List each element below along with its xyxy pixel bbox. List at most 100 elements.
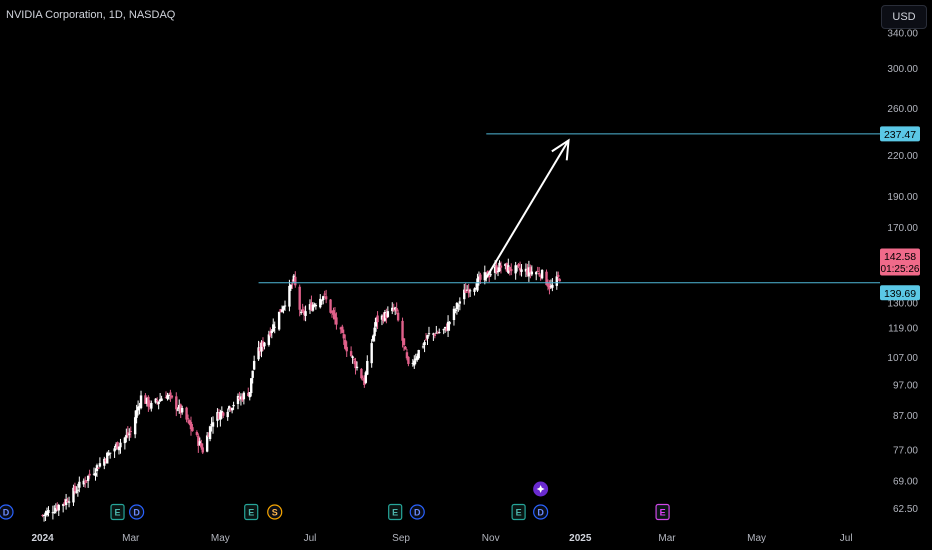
candle-body bbox=[294, 276, 297, 286]
candle bbox=[216, 408, 219, 428]
candle-body bbox=[125, 434, 128, 438]
candle bbox=[322, 295, 325, 305]
candle bbox=[329, 299, 332, 314]
candle-body bbox=[61, 504, 65, 506]
candle-body bbox=[526, 269, 529, 275]
candle bbox=[51, 505, 55, 520]
candle-body bbox=[197, 435, 200, 446]
candle bbox=[97, 467, 100, 469]
candle-body bbox=[495, 265, 498, 273]
candle-body bbox=[241, 396, 244, 401]
candle-body bbox=[446, 321, 450, 331]
candle-body bbox=[540, 269, 544, 279]
dividend-marker: D bbox=[129, 504, 145, 520]
candle bbox=[53, 505, 56, 514]
candle bbox=[396, 309, 400, 322]
candle-body bbox=[476, 278, 479, 291]
candle bbox=[179, 403, 182, 418]
candle-body bbox=[185, 407, 188, 420]
candle bbox=[402, 338, 406, 351]
sparkle-icon bbox=[536, 485, 545, 493]
candle-body bbox=[524, 268, 528, 272]
candle-body bbox=[514, 265, 517, 274]
candle-body bbox=[413, 360, 416, 366]
candle-body bbox=[157, 401, 160, 405]
candle-body bbox=[411, 362, 415, 364]
candle bbox=[371, 334, 375, 343]
candle-body bbox=[349, 351, 353, 357]
candle bbox=[67, 496, 71, 508]
candle bbox=[61, 503, 65, 513]
candle-body bbox=[339, 327, 343, 330]
candle bbox=[530, 265, 534, 277]
currency-button[interactable]: USD bbox=[881, 5, 927, 29]
marker-letter: D bbox=[414, 508, 421, 518]
candle-body bbox=[310, 302, 313, 311]
candle bbox=[319, 294, 322, 309]
earnings-marker: E bbox=[110, 503, 125, 521]
candle-body bbox=[291, 283, 294, 285]
y-tick-label: 97.00 bbox=[893, 381, 918, 392]
candle-body bbox=[520, 269, 523, 272]
candle-body bbox=[454, 309, 457, 311]
candle bbox=[201, 443, 204, 455]
y-tick-label: 340.00 bbox=[887, 29, 918, 40]
candle-body bbox=[473, 288, 476, 292]
candle bbox=[473, 287, 476, 296]
candle bbox=[479, 272, 482, 285]
candle bbox=[527, 260, 531, 282]
candle bbox=[474, 283, 478, 290]
candle bbox=[354, 357, 357, 375]
candle bbox=[72, 484, 75, 506]
candle-body bbox=[366, 361, 369, 375]
candle bbox=[170, 395, 174, 400]
candle-body bbox=[518, 267, 522, 271]
candle-body bbox=[236, 395, 240, 404]
candle bbox=[455, 302, 459, 315]
candle-body bbox=[86, 475, 90, 481]
candle bbox=[76, 483, 80, 497]
candle bbox=[197, 433, 200, 453]
x-tick-label: May bbox=[747, 533, 766, 544]
candle-body bbox=[189, 421, 193, 430]
candle bbox=[352, 357, 356, 365]
candle-body bbox=[166, 395, 169, 399]
candle-body bbox=[273, 326, 276, 328]
candle bbox=[270, 329, 273, 339]
candle bbox=[44, 510, 47, 522]
candle bbox=[364, 370, 368, 384]
candle-body bbox=[324, 296, 328, 300]
earnings-marker: E bbox=[388, 503, 403, 521]
candle bbox=[335, 312, 338, 330]
candle bbox=[66, 497, 69, 503]
x-tick-label: Jul bbox=[840, 533, 853, 544]
candle-body bbox=[267, 334, 271, 345]
candle bbox=[227, 405, 231, 412]
candle bbox=[176, 407, 179, 412]
candle-body bbox=[299, 311, 303, 313]
candle bbox=[185, 406, 188, 423]
candle bbox=[117, 446, 121, 455]
candle bbox=[195, 430, 199, 437]
candle bbox=[333, 307, 337, 325]
candle bbox=[349, 346, 353, 357]
candle bbox=[341, 324, 344, 334]
candle bbox=[226, 408, 229, 421]
candle bbox=[405, 348, 409, 361]
candle-body bbox=[488, 275, 491, 278]
candle-body bbox=[179, 404, 182, 413]
candle-body bbox=[270, 330, 273, 334]
candle bbox=[413, 355, 416, 369]
candle bbox=[63, 498, 66, 507]
candle bbox=[483, 265, 487, 285]
candle-body bbox=[64, 499, 68, 506]
candle-body bbox=[150, 402, 153, 409]
candle bbox=[424, 332, 428, 341]
candle-body bbox=[289, 284, 293, 289]
candle-body bbox=[252, 360, 256, 370]
candle bbox=[198, 437, 201, 446]
candle-body bbox=[219, 411, 222, 420]
candle-body bbox=[288, 285, 291, 307]
candle-body bbox=[555, 276, 558, 286]
